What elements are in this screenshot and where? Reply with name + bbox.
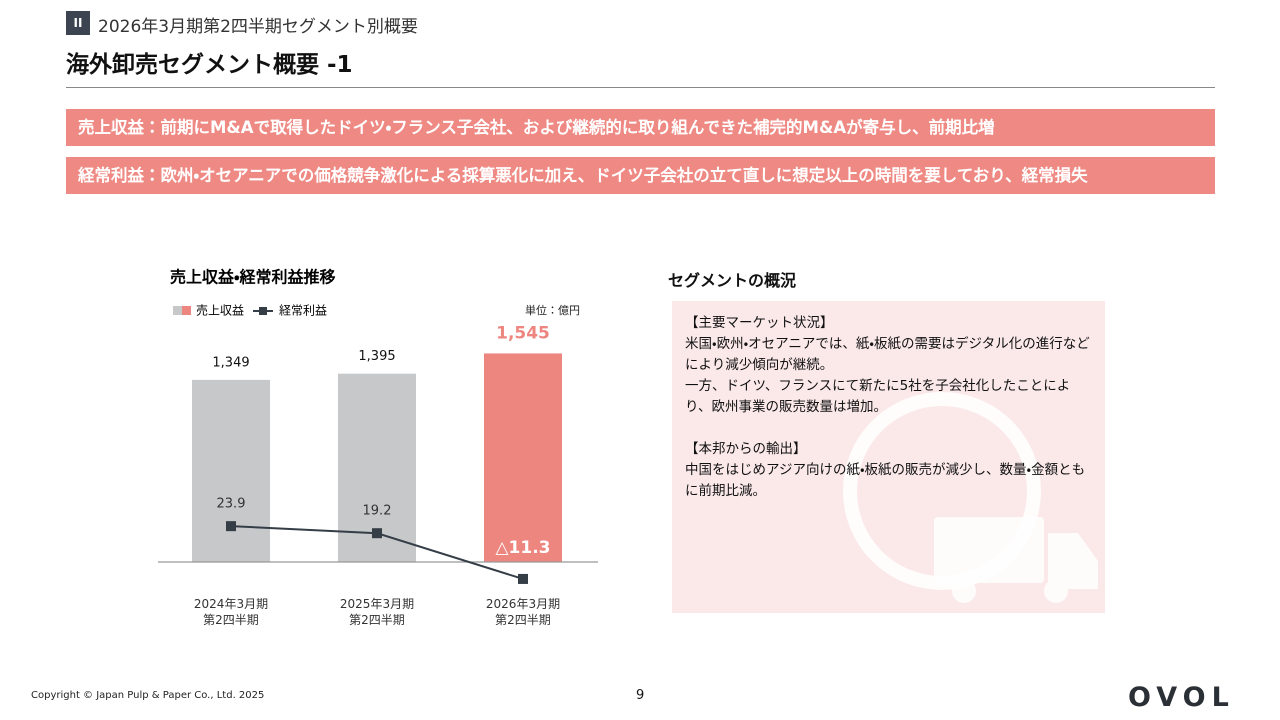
segment-paragraph: 【主要マーケット状況】 bbox=[685, 315, 834, 331]
profit-value-label: 19.2 bbox=[363, 504, 392, 519]
legend-swatch bbox=[182, 306, 191, 315]
segment-paragraph: 一方、ドイツ、フランスにて新たに5社を子会社化したことにより、欧州事業の販売数量… bbox=[685, 378, 1071, 415]
title-rule bbox=[66, 87, 1215, 88]
legend-marker bbox=[259, 307, 267, 315]
banner: 経常利益：欧州・オセアニアでの価格競争激化による採算悪化に加え、ドイツ子会社の立… bbox=[66, 157, 1215, 194]
logo: OVOL bbox=[1128, 682, 1235, 713]
page-title: 海外卸売セグメント概要 -1 bbox=[66, 52, 353, 78]
unit-label: 単位：億円 bbox=[525, 303, 580, 317]
bar-value-label: 1,395 bbox=[358, 349, 395, 364]
chart-title: 売上収益・経常利益推移 bbox=[170, 268, 335, 287]
section-badge: II bbox=[66, 11, 90, 35]
profit-marker bbox=[372, 528, 382, 539]
copyright: Copyright © Japan Pulp & Paper Co., Ltd.… bbox=[31, 690, 265, 701]
profit-marker bbox=[518, 573, 528, 584]
profit-marker bbox=[226, 521, 236, 532]
segment-title: セグメントの概況 bbox=[668, 271, 797, 290]
x-tick-label: 2026年3月期 第2四半期 bbox=[485, 597, 561, 627]
legend-label: 売上収益 bbox=[196, 303, 244, 318]
section-title: 2026年3月期第2四半期セグメント別概要 bbox=[98, 17, 418, 37]
x-tick-label: 2024年3月期 第2四半期 bbox=[193, 597, 269, 627]
profit-value-label: 23.9 bbox=[217, 497, 246, 512]
legend-swatch bbox=[173, 306, 182, 315]
legend-label: 経常利益 bbox=[279, 304, 327, 318]
banner: 売上収益：前期にM&Aで取得したドイツ・フランス子会社、および継続的に取り組んで… bbox=[66, 109, 1215, 146]
segment-paragraph: 米国・欧州・オセアニアでは、紙・板紙の需要はデジタル化の進行などにより減少傾向が… bbox=[685, 336, 1090, 373]
segment-text: 【主要マーケット状況】米国・欧州・オセアニアでは、紙・板紙の需要はデジタル化の進… bbox=[685, 313, 1095, 502]
profit-value-label: △11.3 bbox=[495, 538, 550, 558]
segment-box bbox=[672, 301, 1105, 613]
bar bbox=[484, 353, 562, 562]
globe-truck-icon bbox=[843, 392, 1098, 603]
bar-value-label: 1,545 bbox=[496, 323, 550, 343]
x-tick-label: 2025年3月期 第2四半期 bbox=[339, 597, 415, 627]
segment-paragraph: 【本邦からの輸出】 bbox=[685, 441, 807, 457]
bar-value-label: 1,349 bbox=[212, 355, 249, 370]
bar bbox=[192, 379, 270, 562]
segment-paragraph: 中国をはじめアジア向けの紙・板紙の販売が減少し、数量・金額ともに前期比減。 bbox=[685, 462, 1086, 499]
page-number: 9 bbox=[636, 688, 645, 703]
